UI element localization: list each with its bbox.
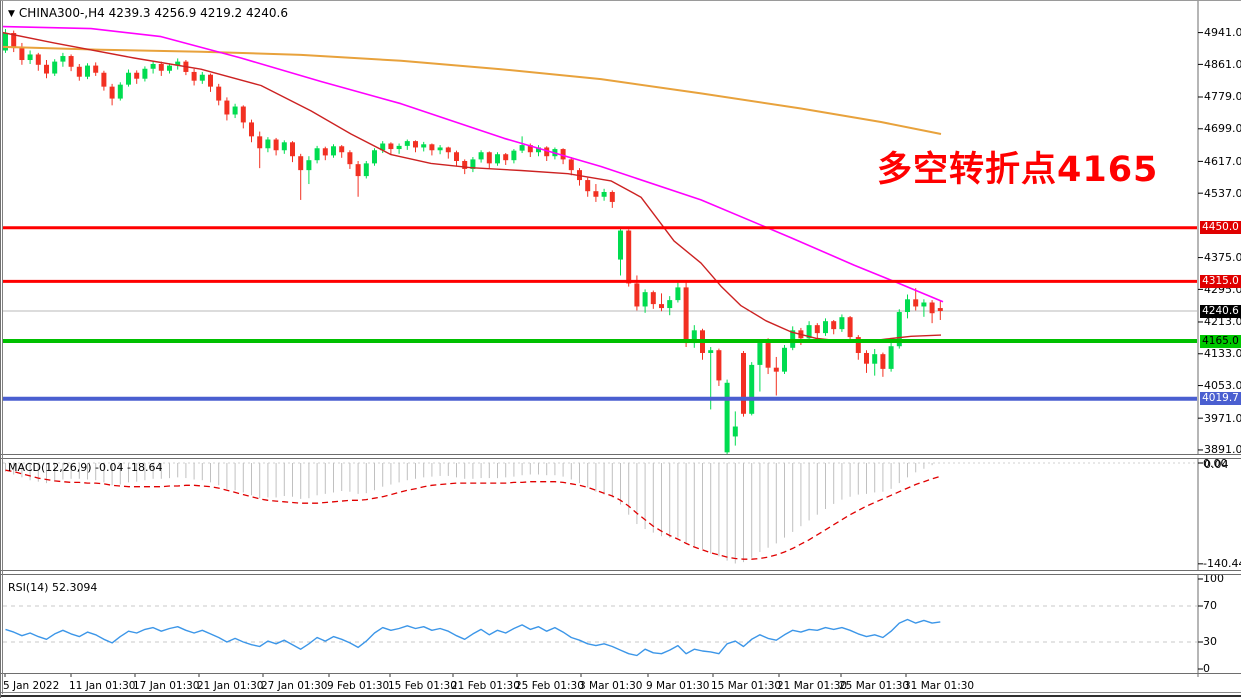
price-tick-4617.0: 4617.0: [1204, 154, 1241, 168]
time-label-25-Mar-01-30: 25 Mar 01:30: [839, 680, 910, 692]
time-label-3-Mar-01-30: 3 Mar 01:30: [579, 680, 643, 692]
chart-canvas: [3, 1, 1203, 677]
time-label-15-Mar-01-30: 15 Mar 01:30: [711, 680, 782, 692]
rsi-indicator-label: RSI(14) 52.3094: [8, 581, 98, 594]
window-left-border: [2, 1, 3, 694]
time-label-17-Jan-01-30: 17 Jan 01:30: [133, 680, 200, 692]
window-bottom-border: [1, 692, 1241, 693]
price-panel: [3, 25, 1197, 456]
price-tick-4375.0: 4375.0: [1204, 251, 1241, 265]
macd-axis-zero: 0.00: [1203, 457, 1228, 470]
price-tick-4053.0: 4053.0: [1204, 379, 1241, 393]
time-label-21-Mar-01-30: 21 Mar 01:30: [777, 680, 848, 692]
rsi-axis-70: 70: [1203, 599, 1217, 612]
panel-divider-rsi[interactable]: [1, 570, 1241, 575]
price-badge-4165.0[interactable]: 4165.0: [1200, 334, 1241, 348]
rsi-line: [5, 618, 941, 657]
time-label-21-Feb-01-30: 21 Feb 01:30: [451, 680, 520, 692]
ma-magenta-mid: [3, 25, 944, 303]
rsi-axis-100: 100: [1203, 572, 1224, 585]
time-label-31-Mar-01-30: 31 Mar 01:30: [904, 680, 975, 692]
window-bottom-frame: [1, 695, 1241, 697]
ma-orange-slow: [3, 45, 942, 135]
time-axis-separator: [1, 673, 1241, 674]
chart-title-bar: ▼ CHINA300-,H4 4239.3 4256.9 4219.2 4240.…: [8, 6, 288, 20]
time-label-27-Jan-01-30: 27 Jan 01:30: [261, 680, 328, 692]
price-tick-4779.0: 4779.0: [1204, 90, 1241, 104]
time-label-15-Feb-01-30: 15 Feb 01:30: [388, 680, 457, 692]
time-label-25-Feb-01-30: 25 Feb 01:30: [515, 680, 584, 692]
chart-title: CHINA300-,H4 4239.3 4256.9 4219.2 4240.6: [18, 6, 288, 20]
price-tick-4133.0: 4133.0: [1204, 347, 1241, 361]
price-tick-4861.0: 4861.0: [1204, 57, 1241, 71]
time-label-9-Mar-01-30: 9 Mar 01:30: [646, 680, 710, 692]
rsi-axis-0: 0: [1203, 662, 1210, 675]
ma-red-fast: [3, 31, 942, 343]
price-badge-4240.6: 4240.6: [1200, 304, 1241, 318]
time-label-11-Jan-01-30: 11 Jan 01:30: [69, 680, 136, 692]
macd-axis-min: -140.44: [1203, 556, 1241, 570]
macd-panel: [3, 462, 1197, 564]
price-tick-4699.0: 4699.0: [1204, 122, 1241, 136]
rsi-axis-30: 30: [1203, 635, 1217, 648]
price-tick-4941.0: 4941.0: [1204, 26, 1241, 40]
price-tick-3971.0: 3971.0: [1204, 411, 1241, 425]
time-label-9-Feb-01-30: 9 Feb 01:30: [327, 680, 390, 692]
annotation-text[interactable]: 多空转折点4165: [877, 150, 1159, 190]
macd-indicator-label: MACD(12,26,9) -0.04 -18.64: [8, 461, 163, 474]
rsi-panel: [3, 605, 1197, 657]
time-label-5-Jan-2022: 5 Jan 2022: [3, 680, 60, 692]
symbol-dropdown-icon[interactable]: ▼: [8, 9, 15, 19]
price-tick-4213.0: 4213.0: [1204, 315, 1241, 329]
macd-signal-line: [5, 469, 941, 560]
panel-divider-macd[interactable]: [1, 454, 1241, 459]
price-tick-3891.0: 3891.0: [1204, 443, 1241, 457]
macd-axis-current: 0.04: [1204, 458, 1229, 471]
price-badge-4315.0[interactable]: 4315.0: [1200, 274, 1241, 288]
candlesticks: [3, 29, 943, 456]
price-tick-4537.0: 4537.0: [1204, 186, 1241, 200]
macd-histogram: [5, 463, 941, 564]
price-badge-4019.7[interactable]: 4019.7: [1200, 392, 1241, 406]
time-label-21-Jan-01-30: 21 Jan 01:30: [197, 680, 264, 692]
price-badge-4450.0[interactable]: 4450.0: [1200, 221, 1241, 235]
axis-tick-marks: [4, 32, 1203, 677]
